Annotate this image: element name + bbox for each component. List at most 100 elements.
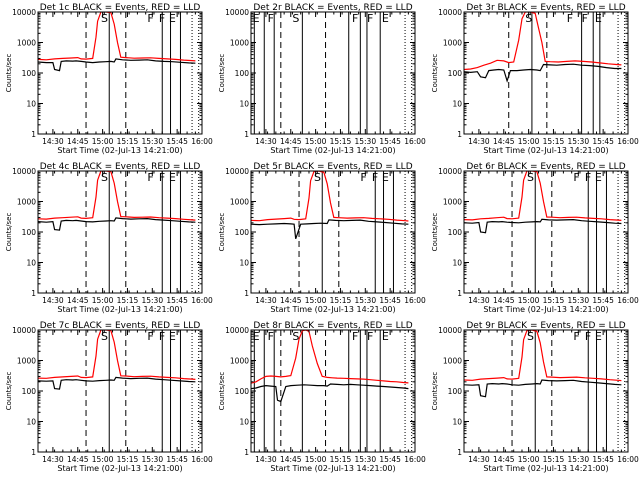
panel-data xyxy=(38,330,200,452)
y-tick-label: 1000 xyxy=(17,357,36,366)
y-axis-label: Counts/sec xyxy=(218,372,226,411)
x-tick-label: 16:00 xyxy=(617,296,639,305)
region-letter: F xyxy=(159,12,165,25)
region-letter: S xyxy=(101,12,108,25)
events-series-line xyxy=(464,379,622,398)
x-tick-label: 15:45 xyxy=(166,455,188,464)
region-letter: F xyxy=(585,330,591,343)
x-tick-label: 16:00 xyxy=(191,137,213,146)
lld-series-line xyxy=(38,12,196,62)
x-tick-label: 14:30 xyxy=(468,137,490,146)
x-axis-label: Start Time (02-Jul-13 14:21:00) xyxy=(270,464,395,473)
x-tick-label: 15:45 xyxy=(166,137,188,146)
region-letter: S xyxy=(101,171,108,184)
x-axis-label: Start Time (02-Jul-13 14:21:00) xyxy=(483,464,608,473)
events-series-line xyxy=(464,218,622,234)
y-tick-label: 1000 xyxy=(17,39,36,48)
x-tick-label: 15:30 xyxy=(567,296,589,305)
panel-title: Det 3r BLACK = Events, RED = LLD xyxy=(466,3,625,13)
panel-title: Det 6r BLACK = Events, RED = LLD xyxy=(466,162,625,172)
lld-series-line xyxy=(251,171,409,222)
axes-frame xyxy=(463,11,629,135)
x-tick-label: 16:00 xyxy=(617,455,639,464)
y-tick-label: 10000 xyxy=(12,326,36,335)
y-tick-label: 10 xyxy=(26,259,36,268)
y-tick-label: 100 xyxy=(448,387,463,396)
region-letter: F xyxy=(367,330,373,343)
y-tick-label: 10000 xyxy=(225,167,249,176)
panel-data xyxy=(464,12,626,134)
lld-series-line xyxy=(464,330,622,382)
x-tick-label: 15:45 xyxy=(379,137,401,146)
x-tick-label: 14:30 xyxy=(255,137,277,146)
y-axis-label: Counts/sec xyxy=(5,213,13,252)
y-tick-label: 10 xyxy=(239,100,249,109)
x-tick-label: 15:30 xyxy=(354,455,376,464)
y-axis-label: Counts/sec xyxy=(431,372,439,411)
x-tick-label: 14:45 xyxy=(493,137,515,146)
x-tick-label: 16:00 xyxy=(191,455,213,464)
x-tick-label: 15:00 xyxy=(305,296,327,305)
y-axis-label: Counts/sec xyxy=(218,54,226,93)
region-letter: S xyxy=(527,330,534,343)
y-tick-label: 1000 xyxy=(443,357,462,366)
region-letter: E xyxy=(253,330,260,343)
y-tick-label: 10 xyxy=(452,418,462,427)
region-letter: S xyxy=(292,330,299,343)
x-axis-label: Start Time (02-Jul-13 14:21:00) xyxy=(57,464,182,473)
axes-frame xyxy=(463,170,629,294)
region-letter: E xyxy=(382,171,389,184)
region-letter: F xyxy=(582,12,588,25)
x-tick-label: 15:30 xyxy=(141,455,163,464)
axes-frame xyxy=(37,11,203,135)
y-tick-label: 1000 xyxy=(230,198,249,207)
panel-data xyxy=(464,171,626,293)
region-letter: F xyxy=(352,330,358,343)
x-axis-label: Start Time (02-Jul-13 14:21:00) xyxy=(483,146,608,155)
region-letter: E xyxy=(595,171,602,184)
panel-title: Det 9r BLACK = Events, RED = LLD xyxy=(466,321,625,331)
axes-frame xyxy=(250,329,416,453)
x-tick-label: 16:00 xyxy=(191,296,213,305)
x-tick-label: 14:30 xyxy=(468,296,490,305)
region-letter: E xyxy=(169,12,176,25)
events-series-line xyxy=(251,219,409,239)
x-tick-label: 15:30 xyxy=(354,137,376,146)
y-axis-label: Counts/sec xyxy=(218,213,226,252)
x-tick-label: 15:00 xyxy=(92,137,114,146)
y-tick-label: 100 xyxy=(235,69,250,78)
events-series-line xyxy=(38,217,196,231)
y-tick-label: 10 xyxy=(452,259,462,268)
x-tick-label: 15:45 xyxy=(379,455,401,464)
panel-title: Det 1c BLACK = Events, RED = LLD xyxy=(40,3,201,13)
y-tick-label: 10000 xyxy=(12,167,36,176)
events-series-line xyxy=(38,58,196,72)
x-tick-label: 15:45 xyxy=(592,455,614,464)
region-letter: E xyxy=(169,330,176,343)
x-tick-label: 14:45 xyxy=(493,296,515,305)
x-tick-label: 16:00 xyxy=(404,455,426,464)
events-series-line xyxy=(251,383,409,403)
region-letter: F xyxy=(352,12,358,25)
panel-data xyxy=(464,330,626,452)
y-tick-label: 10 xyxy=(239,418,249,427)
y-tick-label: 1 xyxy=(244,130,249,139)
x-tick-label: 15:15 xyxy=(543,455,565,464)
region-letter: E xyxy=(253,12,260,25)
region-letter: E xyxy=(382,12,389,25)
y-tick-label: 10000 xyxy=(438,326,462,335)
lld-series-line xyxy=(38,171,196,221)
x-tick-label: 14:30 xyxy=(42,137,64,146)
axes-frame xyxy=(37,329,203,453)
panel-data xyxy=(253,12,413,134)
x-tick-label: 16:00 xyxy=(617,137,639,146)
y-tick-label: 1000 xyxy=(443,39,462,48)
panel-data xyxy=(251,330,413,452)
x-tick-label: 14:30 xyxy=(42,296,64,305)
y-tick-label: 1000 xyxy=(230,39,249,48)
